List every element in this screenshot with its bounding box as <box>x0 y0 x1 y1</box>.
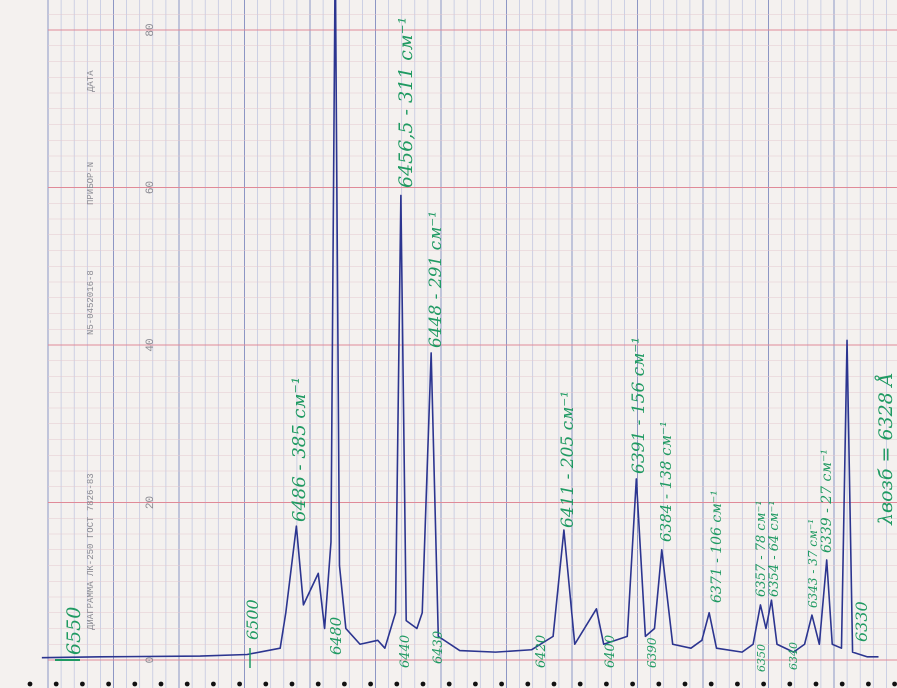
annotation: 6384 - 138 см⁻¹ <box>657 421 675 542</box>
sprocket-dot <box>237 682 242 687</box>
annotation: 6500 <box>243 599 262 640</box>
annotation: 6411 - 205 см⁻¹ <box>558 391 578 528</box>
annotation: 6440 <box>398 635 413 668</box>
sprocket-dot <box>578 682 583 687</box>
sprocket-dot <box>394 682 399 687</box>
y-tick-label: 0 <box>145 657 157 664</box>
annotation: 6400 <box>603 635 618 668</box>
sprocket-dot <box>316 682 321 687</box>
sprocket-dot <box>159 682 164 687</box>
header-label: ДИАГРАММА ЛК-250 ГОСТ 7826-83 <box>86 473 96 630</box>
sprocket-dot <box>735 682 740 687</box>
y-tick-label: 60 <box>145 181 157 194</box>
sprocket-dot <box>290 682 295 687</box>
sprocket-dot <box>525 682 530 687</box>
annotation: 6480 <box>327 616 345 655</box>
header-label: N5-0452016-8 <box>86 270 96 335</box>
annotation: 6350 <box>755 644 768 672</box>
y-tick-label: 80 <box>145 23 157 36</box>
annotation: 6343 - 37 см⁻¹ <box>806 519 820 608</box>
sprocket-dot <box>683 682 688 687</box>
sprocket-dot <box>80 682 85 687</box>
annotation: 6391 - 156 см⁻¹ <box>629 337 649 474</box>
annotation: 6430 <box>431 631 446 664</box>
annotation: λвозб = 6328 Å <box>875 372 897 526</box>
annotation: 6390 <box>645 637 659 668</box>
sprocket-dot <box>892 682 897 687</box>
annotation: 6371 - 106 см⁻¹ <box>709 490 725 603</box>
annotation: 6340 <box>787 642 800 670</box>
annotation: 6330 <box>852 601 871 642</box>
chart: 020406080 ДИАГРАММА ЛК-250 ГОСТ 7826-83 … <box>0 0 897 688</box>
annotation: 6550 <box>63 607 85 655</box>
sprocket-dot <box>604 682 609 687</box>
sprocket-dot <box>342 682 347 687</box>
sprocket-dot <box>54 682 59 687</box>
sprocket-dot <box>421 682 426 687</box>
y-tick-label: 20 <box>145 496 157 509</box>
sprocket-dot <box>263 682 268 687</box>
sprocket-dot <box>761 682 766 687</box>
sprocket-dot <box>787 682 792 687</box>
sprocket-dot <box>106 682 111 687</box>
sprocket-dot <box>28 682 33 687</box>
sprocket-dot <box>473 682 478 687</box>
sprocket-dot <box>447 682 452 687</box>
header-label: ПРИБОР-N <box>86 162 96 205</box>
sprocket-dot <box>185 682 190 687</box>
sprocket-dot <box>552 682 557 687</box>
annotation: 6420 <box>534 635 549 668</box>
annotation: 6339 - 27 см⁻¹ <box>819 449 835 553</box>
sprocket-dot <box>840 682 845 687</box>
sprocket-dot <box>814 682 819 687</box>
sprocket-dot <box>211 682 216 687</box>
page: 020406080 ДИАГРАММА ЛК-250 ГОСТ 7826-83 … <box>0 0 897 688</box>
sprocket-dot <box>368 682 373 687</box>
y-tick-label: 40 <box>145 338 157 351</box>
annotation: 6486 - 385 см⁻¹ <box>289 377 310 522</box>
sprocket-dot <box>132 682 137 687</box>
header-label: ДАТА <box>86 70 96 92</box>
sprocket-dot <box>656 682 661 687</box>
sprocket-dot <box>709 682 714 687</box>
annotation: 6448 - 291 см⁻¹ <box>426 211 446 348</box>
sprocket-dot <box>866 682 871 687</box>
annotation: 6456,5 - 311 см⁻¹ <box>395 17 417 188</box>
sprocket-dot <box>630 682 635 687</box>
annotation: 6354 - 64 см⁻¹ <box>767 500 782 597</box>
sprocket-dot <box>499 682 504 687</box>
